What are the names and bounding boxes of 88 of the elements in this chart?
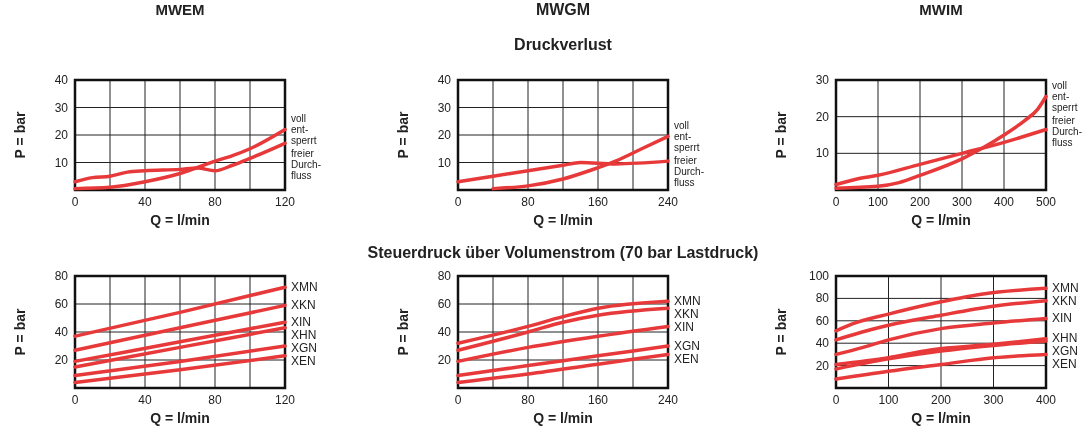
chart-title: MWGM [535,1,591,18]
y-tick-label: 30 [815,73,830,87]
y-tick-label: 10 [437,155,452,170]
x-axis-title: Q = l/min [911,410,971,426]
y-tick-label: 60 [815,313,830,328]
x-axis-title: Q = l/min [911,212,971,228]
series-label: XEN [674,351,699,366]
series-label: XMN [674,293,701,308]
x-tick-label: 160 [587,393,609,407]
y-tick-label: 80 [437,269,452,283]
y-tick-label: 40 [437,73,452,87]
series-label: XKN [1052,293,1077,308]
y-tick-label: 100 [808,269,830,283]
series-label: freier Durch- fluss [291,148,322,181]
chart-title: MWIM [919,1,963,18]
x-tick-label: 400 [993,195,1015,209]
chart-title: MWEM [155,1,205,18]
series-label: XEN [1052,357,1077,372]
x-tick-label: 100 [878,393,899,407]
y-axis-title: P = bar [773,111,789,159]
chart-subtitle: Druckverlust [514,36,613,53]
y-axis-title: P = bar [395,111,411,159]
y-tick-label: 40 [54,325,69,339]
series-label: XGN [1052,344,1079,359]
x-tick-label: 0 [832,195,840,209]
x-axis-title: Q = l/min [150,212,210,228]
x-tick-label: 40 [138,393,152,407]
x-tick-label: 300 [951,195,973,209]
x-tick-label: 200 [930,393,952,407]
x-tick-label: 80 [521,393,535,407]
x-tick-label: 0 [71,393,79,407]
y-tick-label: 80 [815,291,830,306]
series-label: XHN [1052,331,1078,346]
x-tick-label: 0 [832,393,840,407]
series-label: XIN [674,319,695,334]
y-tick-label: 20 [815,109,830,124]
y-axis-title: P = bar [395,308,411,356]
x-tick-label: 0 [454,195,462,209]
x-tick-label: 300 [983,393,1004,407]
x-tick-label: 80 [208,393,222,407]
x-tick-label: 80 [521,195,535,209]
series-label: XKN [674,306,699,321]
x-tick-label: 120 [274,393,296,407]
y-tick-label: 30 [437,100,452,115]
x-axis-title: Q = l/min [150,410,210,426]
y-axis-title: P = bar [12,308,28,356]
x-tick-label: 200 [909,195,931,209]
x-tick-label: 240 [657,393,679,407]
series-label: XKN [291,297,316,312]
series-label: XGN [291,340,318,355]
x-tick-label: 80 [208,195,222,209]
x-axis-title: Q = l/min [533,410,593,426]
y-tick-label: 60 [54,297,69,311]
series-label: freier Durch- fluss [1052,115,1083,148]
y-tick-label: 10 [815,146,830,161]
y-tick-label: 20 [54,353,69,367]
y-tick-label: 60 [437,297,452,311]
x-tick-label: 120 [274,195,296,209]
y-tick-label: 20 [437,128,452,142]
x-tick-label: 0 [71,195,79,209]
y-tick-label: 20 [815,358,830,373]
x-tick-label: 240 [657,195,679,209]
x-tick-label: 40 [138,195,152,209]
chart-title: Steuerdruck über Volumenstrom (70 bar Lastdruck) [367,244,759,261]
series-label: XMN [291,279,318,294]
series-label: XIN [291,314,312,329]
series-label: XIN [1052,311,1073,326]
y-tick-label: 80 [54,269,69,283]
series-label: XGN [674,338,701,353]
y-tick-label: 20 [437,353,452,367]
x-tick-label: 0 [454,393,462,407]
y-tick-label: 40 [815,336,830,351]
y-tick-label: 40 [437,325,452,339]
x-axis-title: Q = l/min [533,212,593,228]
x-tick-label: 400 [1035,393,1057,407]
x-tick-label: 500 [1035,195,1057,209]
series-label: XEN [291,353,316,368]
series-label: XMN [1052,280,1079,295]
x-tick-label: 100 [867,195,889,209]
y-axis-title: P = bar [12,111,28,159]
y-tick-label: 40 [54,73,69,87]
series-label: XHN [291,327,317,342]
y-axis-title: P = bar [773,308,789,356]
y-tick-label: 30 [54,100,69,115]
y-tick-label: 20 [54,128,69,142]
y-tick-label: 10 [54,155,69,170]
x-tick-label: 160 [587,195,609,209]
series-label: freier Durch- fluss [674,154,705,188]
